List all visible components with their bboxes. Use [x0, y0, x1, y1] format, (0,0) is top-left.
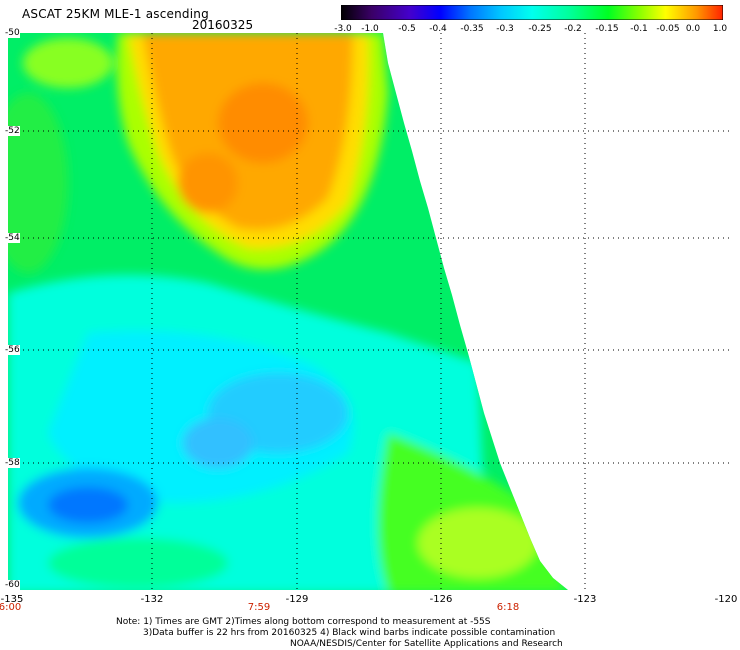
lat-label: -54 — [5, 233, 20, 243]
colorbar-label: -0.05 — [656, 24, 680, 34]
lon-label: -129 — [285, 594, 309, 605]
colorbar — [341, 5, 723, 20]
colorbar-label: -0.15 — [595, 24, 619, 34]
product-date: 20160325 — [192, 18, 254, 32]
colorbar-label: -0.35 — [460, 24, 484, 34]
lat-label: -50 — [5, 28, 20, 38]
time-label: 6:18 — [496, 602, 520, 613]
colorbar-label: -0.1 — [630, 24, 648, 34]
lon-label: -132 — [140, 594, 164, 605]
colorbar-label: -0.2 — [564, 24, 582, 34]
colorbar-label: 0.0 — [685, 24, 701, 34]
colorbar-label: -0.3 — [496, 24, 514, 34]
lon-label: -126 — [429, 594, 453, 605]
lat-label: -52 — [5, 126, 20, 136]
colorbar-label: -0.5 — [398, 24, 416, 34]
ambiguity-map — [8, 33, 730, 590]
lat-label: -58 — [5, 458, 20, 468]
product-title: ASCAT 25KM MLE-1 ascending — [22, 7, 209, 21]
lon-label: -123 — [573, 594, 597, 605]
colorbar-label: -0.25 — [528, 24, 552, 34]
colorbar-label: -1.0 — [361, 24, 379, 34]
credit-line: NOAA/NESDIS/Center for Satellite Applica… — [290, 639, 563, 649]
lon-label: -135 — [0, 594, 24, 605]
time-label: 6:00 — [0, 602, 22, 613]
lat-label: -60 — [5, 580, 20, 590]
colorbar-label: -3.0 — [334, 24, 352, 34]
colorbar-label: 1.0 — [712, 24, 728, 34]
lat-label: -56 — [5, 345, 20, 355]
time-label: 7:59 — [247, 602, 271, 613]
colorbar-label: -0.4 — [429, 24, 447, 34]
note-line: Note: 1) Times are GMT 2)Times along bot… — [116, 617, 491, 627]
lon-label: -120 — [714, 594, 738, 605]
note-line: 3)Data buffer is 22 hrs from 20160325 4)… — [143, 628, 556, 638]
